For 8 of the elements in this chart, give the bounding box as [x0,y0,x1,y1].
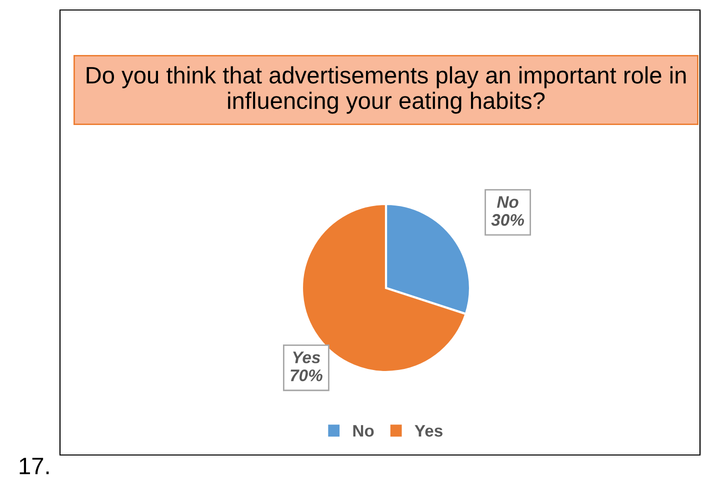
data-label: 30% [491,214,524,226]
legend-label: No [353,425,374,437]
slice-label: No [496,196,518,208]
legend-label: Yes [414,425,442,437]
text: 17. [20,458,49,474]
slice-label: Yes [293,352,320,364]
data-label: 70% [290,369,322,382]
chart-title: Do you think that advertisements play an important role in influencing your eating habits? [86,66,686,114]
